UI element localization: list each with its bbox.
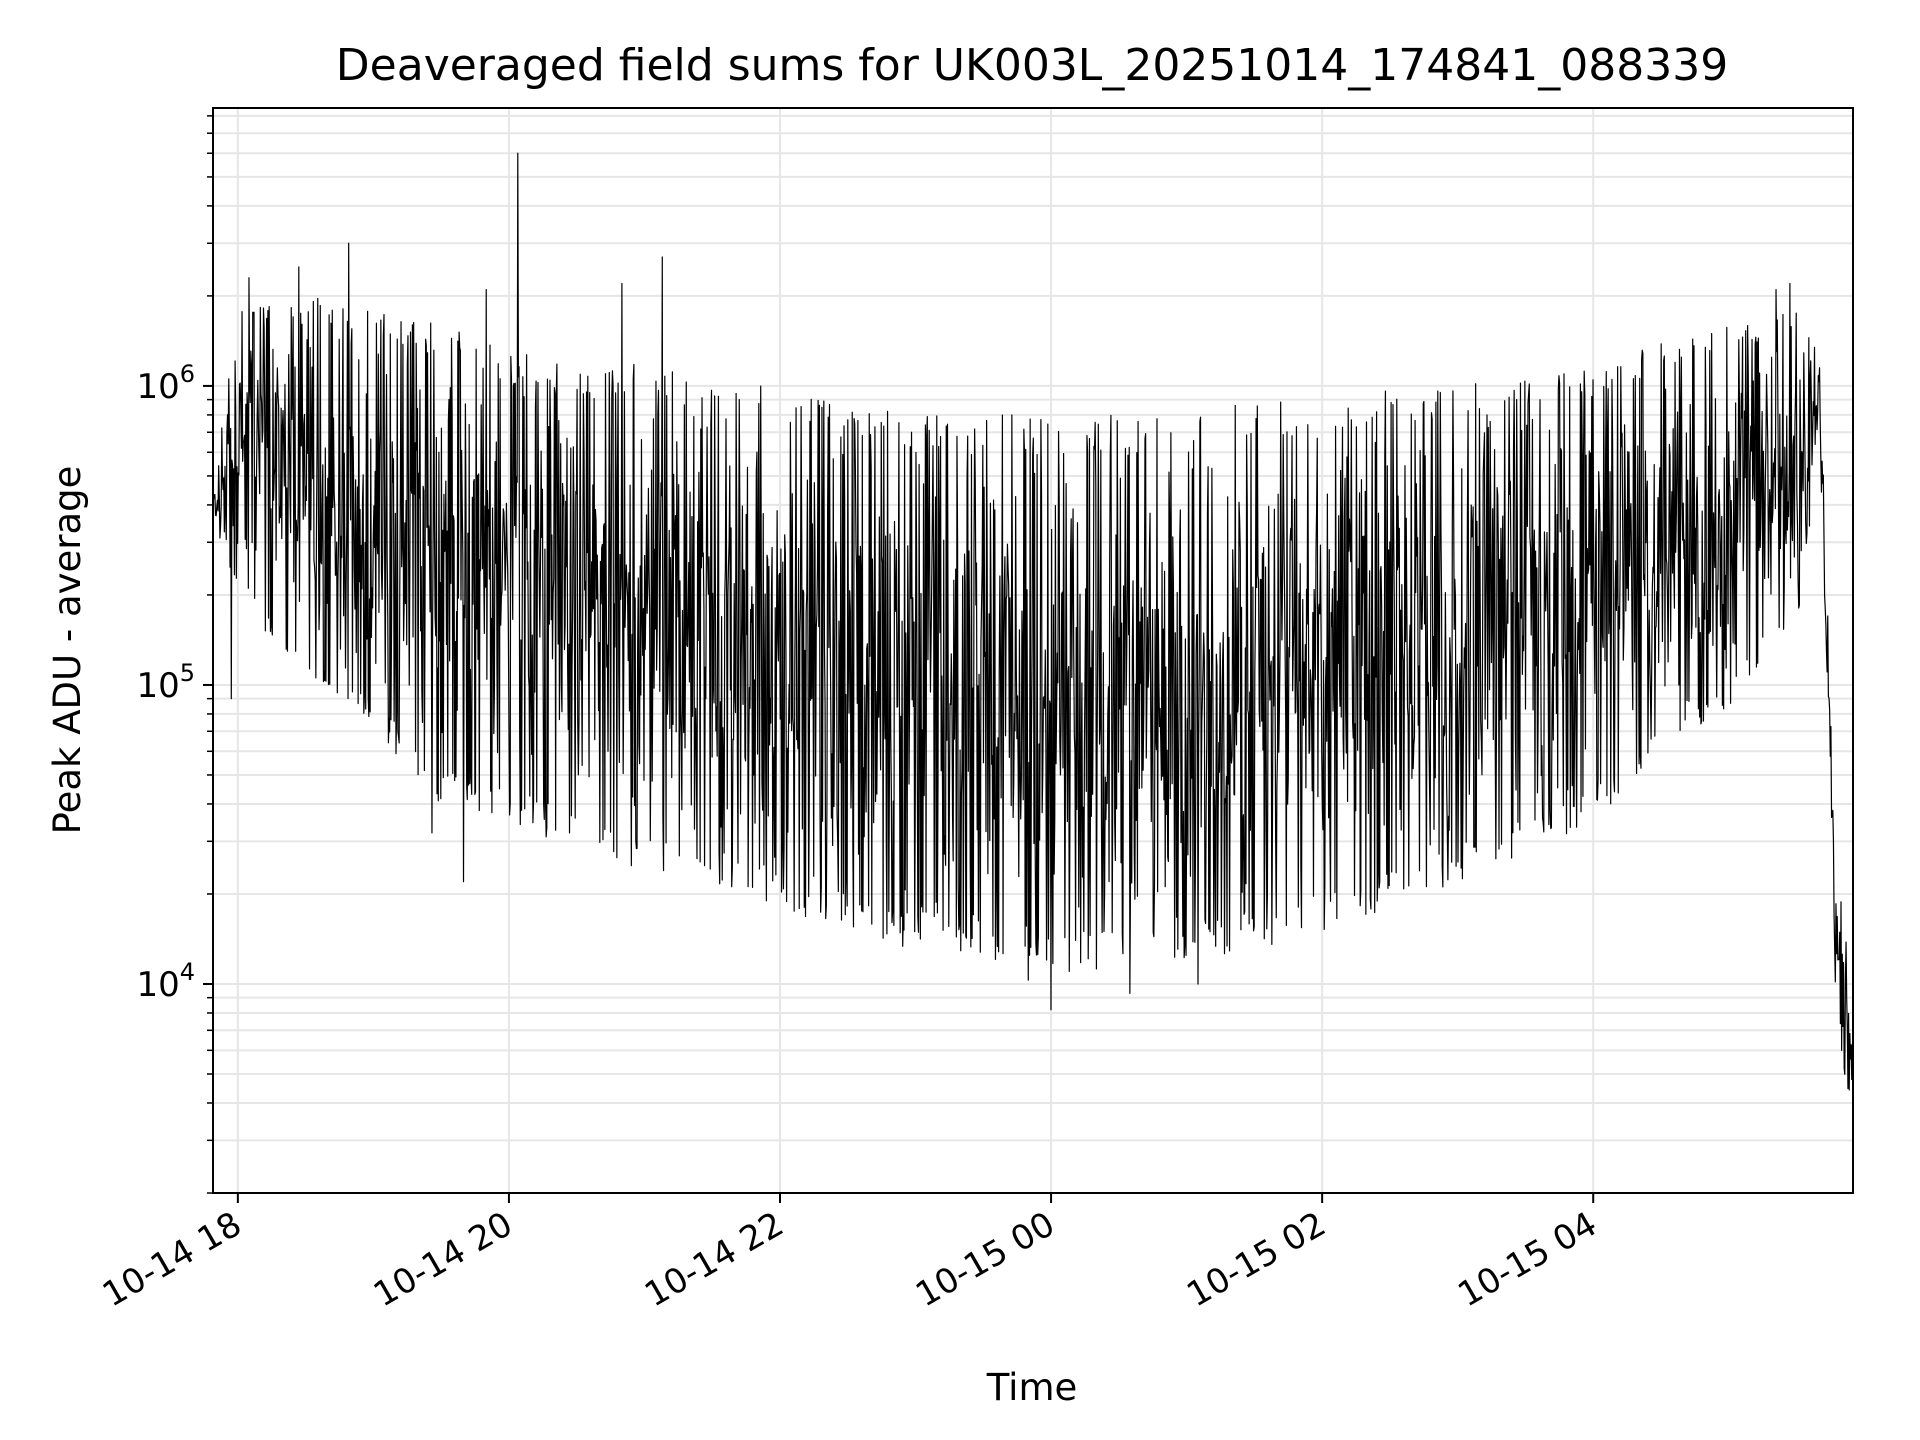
- y-tick-label: 105: [136, 659, 195, 706]
- x-axis-label: Time: [986, 1366, 1078, 1409]
- y-axis-label: Peak ADU - average: [46, 466, 89, 835]
- series-line: [212, 152, 1854, 1091]
- chart-title: Deaveraged field sums for UK003L_2025101…: [336, 40, 1728, 91]
- y-tick-label: 106: [136, 360, 195, 407]
- plot-frame: [212, 107, 1854, 1194]
- y-tick-label: 104: [136, 958, 195, 1005]
